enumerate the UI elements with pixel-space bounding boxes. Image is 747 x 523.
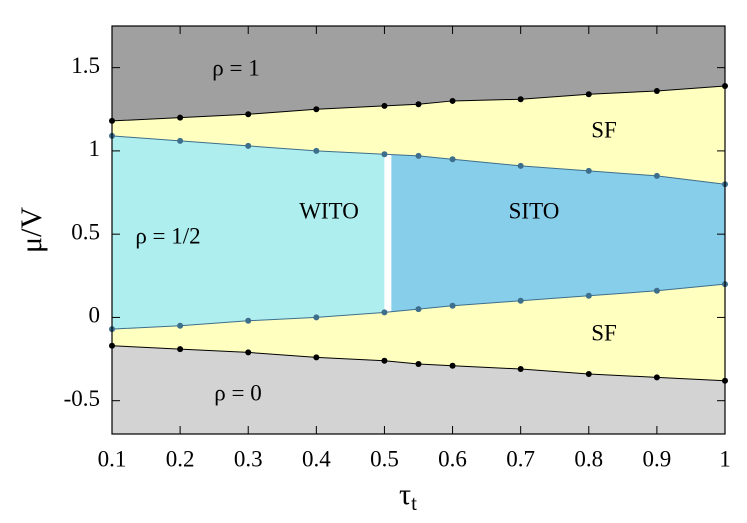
x-axis-label-sub: t <box>411 491 417 515</box>
data-point <box>517 96 524 103</box>
labels: ρ = 1 SF ρ = 1/2 WITO SITO SF ρ = 0 <box>135 55 616 405</box>
region-label: ρ = 1 <box>212 55 259 80</box>
data-point <box>517 162 524 169</box>
data-point <box>449 97 456 104</box>
data-point <box>245 142 252 149</box>
region-label: WITO <box>299 198 359 223</box>
regions <box>112 26 725 434</box>
data-point <box>415 361 422 368</box>
data-point <box>313 147 320 154</box>
data-point <box>313 314 320 321</box>
data-point <box>177 137 184 144</box>
data-point <box>585 167 592 174</box>
data-point <box>585 371 592 378</box>
data-point <box>381 357 388 364</box>
data-point <box>585 91 592 98</box>
region-label: ρ = 0 <box>214 380 261 405</box>
region-sf-upper <box>112 85 725 185</box>
data-point <box>245 349 252 356</box>
x-tick-label: 0.3 <box>234 446 263 471</box>
region-label: SF <box>591 117 617 142</box>
data-point <box>653 87 660 94</box>
y-tick-label: 0 <box>89 303 101 328</box>
x-tick-label: 1 <box>719 446 731 471</box>
x-axis-label: τt <box>399 478 417 515</box>
data-point <box>245 111 252 118</box>
data-point <box>313 354 320 361</box>
x-tick-label: 0.2 <box>166 446 195 471</box>
region-rho-1 <box>112 26 725 121</box>
region-label: SF <box>591 320 617 345</box>
region-sf-lower <box>112 284 725 381</box>
y-tick-label: 1 <box>89 136 101 161</box>
region-label: SITO <box>509 198 560 223</box>
plot-frame <box>111 25 726 435</box>
data-point <box>313 106 320 113</box>
data-point <box>415 101 422 108</box>
data-point <box>449 362 456 369</box>
x-tick-label: 0.9 <box>643 446 672 471</box>
boundaries <box>109 82 728 384</box>
region-label: ρ = 1/2 <box>135 223 200 248</box>
x-axis-label-main: τ <box>399 478 411 511</box>
data-point <box>653 172 660 179</box>
x-tick-label: 0.1 <box>98 446 127 471</box>
x-tick-label: 0.8 <box>574 446 603 471</box>
region-wito <box>112 135 388 330</box>
y-tick-label: 1.5 <box>71 53 100 78</box>
data-point <box>381 151 388 158</box>
data-point <box>449 302 456 309</box>
data-point <box>415 306 422 313</box>
y-axis-label: μ/V <box>15 207 48 253</box>
data-point <box>177 322 184 329</box>
data-point <box>585 292 592 299</box>
data-point <box>517 297 524 304</box>
y-tick-label: -0.5 <box>64 386 100 411</box>
data-point <box>517 366 524 373</box>
x-tick-label: 0.4 <box>302 446 331 471</box>
data-point <box>381 102 388 109</box>
data-point <box>245 317 252 324</box>
data-point <box>381 309 388 316</box>
x-tick-label: 0.5 <box>370 446 399 471</box>
x-tick-label: 0.7 <box>506 446 535 471</box>
data-point <box>177 114 184 121</box>
y-tick-label: 0.5 <box>71 219 100 244</box>
region-rho-0 <box>112 345 725 434</box>
data-point <box>449 156 456 163</box>
data-point <box>653 287 660 294</box>
x-tick-label: 0.6 <box>438 446 467 471</box>
data-point <box>653 374 660 381</box>
data-point <box>177 346 184 353</box>
data-point <box>415 152 422 159</box>
